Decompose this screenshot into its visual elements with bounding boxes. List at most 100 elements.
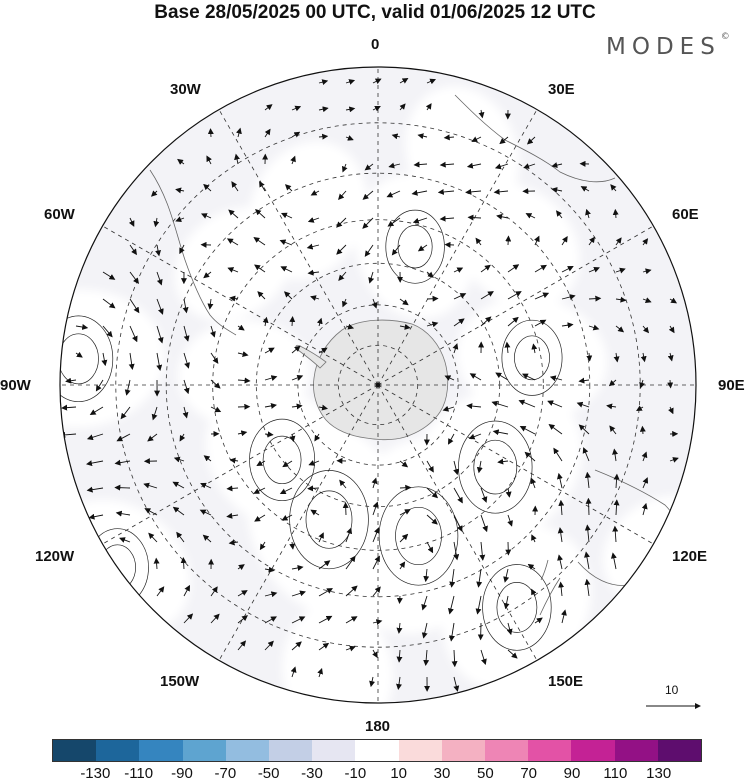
colorbar-tick-label: -50	[257, 765, 280, 782]
wind-vector	[580, 186, 590, 192]
wind-vector	[153, 557, 160, 570]
wind-vector	[668, 406, 674, 415]
wind-vector	[345, 527, 353, 543]
streamline-contour	[60, 315, 114, 403]
wind-vector	[387, 217, 401, 227]
wind-vector	[578, 377, 590, 384]
wind-vector	[228, 539, 239, 546]
lon-label-150e: 150E	[548, 673, 584, 690]
wind-vector	[578, 424, 590, 435]
wind-vector	[176, 531, 185, 543]
wind-vector	[75, 324, 89, 330]
wind-vector	[156, 586, 165, 597]
wind-vector	[423, 568, 430, 583]
wind-vector	[426, 514, 438, 525]
wind-vector	[256, 460, 266, 466]
wind-vector	[318, 532, 324, 543]
wind-vector	[151, 406, 158, 421]
wind-vector	[426, 541, 434, 554]
south-america-coast	[149, 169, 237, 336]
wind-vector	[86, 433, 104, 441]
wind-vector	[480, 316, 492, 327]
wind-vector	[493, 188, 509, 195]
wind-vector	[264, 591, 278, 598]
wind-vector	[75, 351, 83, 358]
meridian-line	[102, 225, 379, 386]
wind-vector	[210, 406, 222, 413]
wind-vector	[439, 215, 455, 222]
wind-vector	[615, 296, 627, 303]
wind-vector	[534, 264, 547, 273]
wind-vector	[372, 501, 379, 516]
reference-vector-label: 10	[665, 683, 679, 697]
wind-vector	[586, 352, 593, 362]
anomaly-contour	[282, 603, 393, 703]
wind-vector	[531, 534, 537, 543]
wind-vector	[584, 524, 591, 543]
wind-vector	[551, 187, 563, 193]
colorbar-tick-label: 70	[520, 765, 537, 782]
wind-vector	[399, 484, 412, 491]
wind-vector	[226, 512, 239, 519]
wind-vector	[148, 532, 158, 543]
wind-vector	[345, 79, 356, 85]
wind-vector	[613, 473, 620, 489]
wind-vector	[86, 486, 104, 493]
wind-vector	[124, 379, 131, 396]
wind-vector	[202, 534, 212, 543]
wind-vector	[612, 208, 619, 219]
wind-vector	[345, 645, 356, 652]
wind-vector	[518, 399, 536, 408]
wind-vector	[669, 457, 679, 463]
meridian-line	[377, 384, 538, 661]
wind-vector	[264, 566, 275, 573]
wind-vector	[534, 235, 540, 246]
wind-vector	[257, 291, 266, 300]
wind-vector	[399, 533, 409, 543]
wind-vector	[291, 590, 306, 597]
wind-vector	[207, 128, 214, 138]
wind-vector	[203, 271, 212, 279]
wind-vector	[411, 189, 428, 196]
africa-coast	[454, 94, 616, 183]
wind-vector	[449, 568, 456, 588]
wind-vector	[338, 190, 347, 200]
wind-vector	[421, 595, 428, 611]
wind-vector	[609, 425, 617, 435]
wind-vector	[642, 477, 649, 489]
wind-vector	[342, 163, 348, 173]
wind-vector	[547, 400, 563, 408]
wind-vector	[531, 343, 538, 354]
colorbar-tick-label: -30	[301, 765, 323, 782]
streamline-contour	[397, 225, 433, 269]
wind-vector	[156, 298, 164, 315]
colorbar-tick-label: 30	[433, 765, 451, 782]
wind-vector	[101, 352, 108, 367]
wind-vector	[237, 377, 251, 384]
colorbar-tick-label: -90	[171, 765, 193, 782]
wind-vector	[318, 642, 330, 651]
wind-vector	[116, 433, 131, 442]
wind-vector	[452, 343, 459, 354]
colorbar-tick-label: -10	[344, 765, 367, 782]
wind-vector	[128, 352, 135, 370]
anomaly-field	[60, 86, 696, 703]
lon-label-120w: 120W	[35, 548, 75, 565]
wind-vector	[391, 133, 401, 140]
wind-vector	[496, 213, 509, 220]
wind-vector	[183, 325, 190, 342]
wind-vector	[254, 264, 266, 273]
wind-vector	[522, 373, 536, 381]
lon-label-150w: 150W	[160, 673, 200, 690]
wind-vector	[499, 136, 509, 145]
wind-vector	[396, 649, 403, 663]
colorbar-swatch	[441, 740, 486, 761]
wind-vector	[362, 217, 374, 229]
wind-vector	[667, 379, 674, 389]
wind-vector	[476, 460, 483, 474]
wind-vector	[615, 237, 622, 246]
wind-vector	[478, 109, 485, 119]
wind-vector	[553, 447, 563, 462]
wind-vector	[551, 162, 563, 169]
wind-vector	[89, 406, 104, 416]
